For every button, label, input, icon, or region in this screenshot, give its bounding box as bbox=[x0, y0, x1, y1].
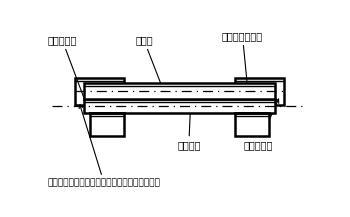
Bar bbox=[75, 78, 124, 105]
Bar bbox=[84, 83, 275, 99]
Text: 左固定部品: 左固定部品 bbox=[48, 35, 97, 132]
Text: 回転軸: 回転軸 bbox=[135, 35, 167, 98]
Text: 無給油ブッシュ: 無給油ブッシュ bbox=[222, 31, 263, 131]
Bar bbox=[235, 113, 268, 136]
Bar bbox=[235, 78, 284, 105]
Text: ベース板: ベース板 bbox=[177, 99, 201, 150]
Bar bbox=[90, 113, 124, 136]
Bar bbox=[84, 99, 275, 113]
Text: 右固定部品: 右固定部品 bbox=[244, 99, 279, 150]
Text: 組み立て調整用のねじ（左右の固定部品あり）: 組み立て調整用のねじ（左右の固定部品あり） bbox=[48, 105, 161, 187]
